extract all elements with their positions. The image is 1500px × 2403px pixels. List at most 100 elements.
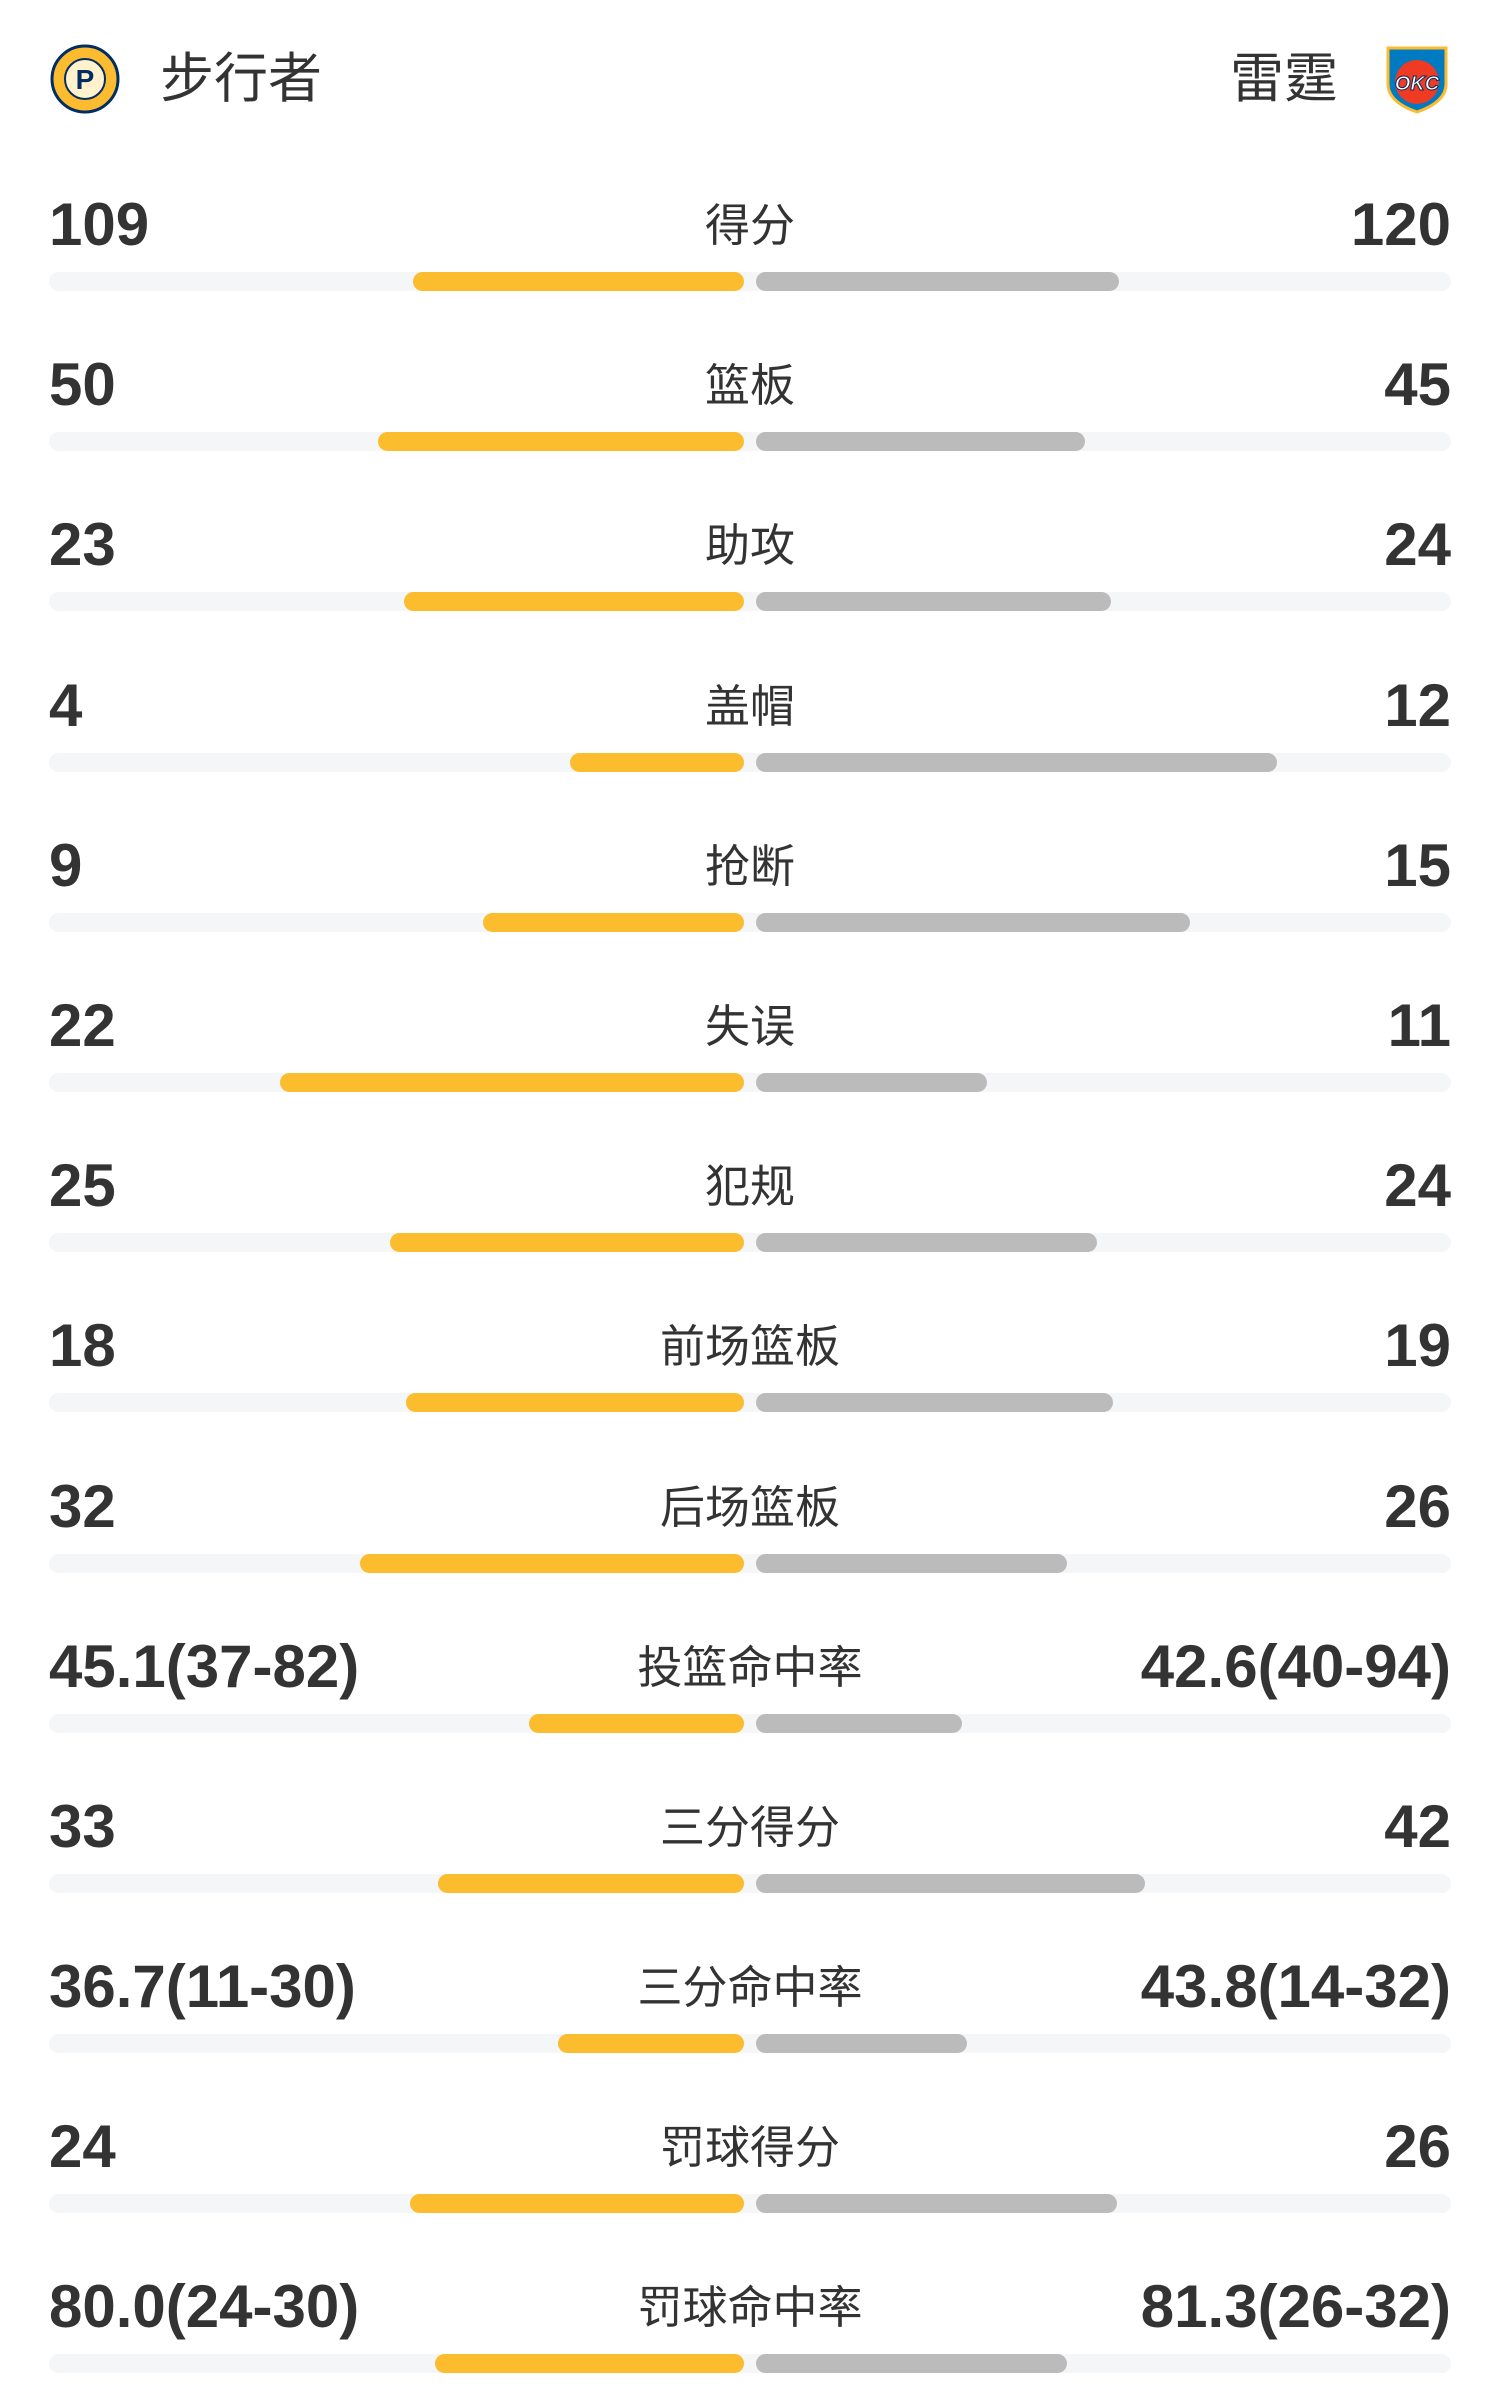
stat-bar-track: [49, 752, 1451, 772]
stat-label: 失误: [704, 999, 795, 1053]
away-stat-bar: [756, 1072, 988, 1092]
away-stat-value: 43.8(14-32): [1140, 1953, 1451, 2021]
home-stat-value: 50: [49, 351, 116, 419]
stat-bar-track: [49, 1393, 1451, 1413]
away-stat-value: 26: [1384, 2113, 1451, 2181]
home-stat-value: 24: [49, 2113, 116, 2181]
home-stat-value: 80.0(24-30): [49, 2273, 360, 2341]
home-stat-bar: [528, 1713, 744, 1733]
svg-text:OKC: OKC: [1395, 73, 1440, 95]
away-stat-bar: [756, 1393, 1114, 1413]
stat-label: 投篮命中率: [637, 1640, 863, 1694]
home-stat-value: 33: [49, 1792, 116, 1860]
home-stat-bar: [410, 2194, 744, 2214]
stat-row: 45.1(37-82) 投篮命中率 42.6(40-94): [0, 1602, 1500, 1762]
away-stat-bar: [756, 1553, 1068, 1573]
home-stat-bar: [483, 912, 744, 932]
home-stat-value: 45.1(37-82): [49, 1632, 360, 1700]
okc-thunder-logo-icon: OKC: [1386, 46, 1448, 114]
stat-label: 犯规: [704, 1160, 795, 1214]
away-stat-value: 11: [1387, 991, 1451, 1059]
stat-label: 三分命中率: [637, 1961, 863, 2015]
home-stat-value: 36.7(11-30): [49, 1953, 356, 2021]
home-stat-bar: [406, 1393, 744, 1413]
stat-row: 25 犯规 24: [0, 1121, 1500, 1281]
stat-row: 24 罚球得分 26: [0, 2082, 1500, 2242]
home-stat-bar: [558, 2034, 744, 2054]
pacers-logo-icon: P: [50, 44, 120, 114]
stat-bar-track: [49, 592, 1451, 612]
home-stat-bar: [438, 1873, 744, 1893]
away-stat-bar: [756, 2034, 968, 2054]
stat-row: 50 篮板 45: [0, 320, 1500, 480]
stats-list: 109 得分 120 50 篮板 45 23 助攻 24 4 盖帽 12 9 抢…: [0, 160, 1500, 2403]
away-stat-value: 15: [1384, 831, 1451, 899]
stat-label: 篮板: [704, 359, 795, 413]
home-stat-value: 23: [49, 511, 116, 579]
stat-label: 助攻: [704, 519, 795, 573]
stat-bar-track: [49, 432, 1451, 452]
home-stat-value: 25: [49, 1152, 116, 1220]
home-stat-value: 4: [49, 671, 83, 739]
home-stat-bar: [389, 1233, 744, 1253]
stat-label: 得分: [704, 199, 795, 252]
away-stat-value: 81.3(26-32): [1140, 2273, 1451, 2341]
svg-text:P: P: [76, 64, 95, 95]
stat-bar-track: [49, 272, 1451, 291]
away-stat-bar: [756, 912, 1191, 932]
stat-row: 4 盖帽 12: [0, 641, 1500, 801]
stat-bar-track: [49, 2034, 1451, 2054]
home-stat-bar: [413, 272, 744, 291]
away-stat-value: 26: [1384, 1472, 1451, 1540]
stat-row: 36.7(11-30) 三分命中率 43.8(14-32): [0, 1922, 1500, 2082]
away-stat-value: 24: [1384, 1152, 1451, 1220]
away-stat-value: 120: [1350, 191, 1451, 258]
away-stat-value: 12: [1384, 671, 1451, 739]
home-team-name: 步行者: [160, 47, 322, 110]
stat-label: 罚球得分: [659, 2121, 840, 2175]
stat-label: 罚球命中率: [637, 2281, 863, 2335]
away-stat-bar: [756, 2194, 1118, 2214]
stat-bar-track: [49, 1713, 1451, 1733]
stat-bar-track: [49, 1873, 1451, 1893]
home-stat-bar: [434, 2354, 744, 2374]
away-stat-value: 19: [1384, 1312, 1451, 1380]
stat-bar-track: [49, 1553, 1451, 1573]
home-stat-value: 18: [49, 1312, 116, 1380]
away-stat-value: 42: [1384, 1792, 1451, 1860]
stat-row: 9 抢断 15: [0, 801, 1500, 961]
stat-bar-track: [49, 2194, 1451, 2214]
away-stat-bar: [756, 2354, 1067, 2374]
away-stat-value: 45: [1384, 351, 1451, 419]
team-header: P 步行者 雷霆 OKC: [0, 0, 1500, 160]
stat-label: 前场篮板: [659, 1320, 840, 1374]
away-stat-bar: [756, 1233, 1097, 1253]
away-team-name: 雷霆: [1230, 47, 1338, 110]
home-stat-value: 9: [49, 831, 83, 899]
home-stat-bar: [378, 432, 744, 452]
home-stat-value: 22: [49, 991, 116, 1059]
away-stat-value: 24: [1384, 511, 1451, 579]
home-stat-value: 32: [49, 1472, 116, 1540]
stat-row: 18 前场篮板 19: [0, 1281, 1500, 1441]
away-stat-bar: [756, 1873, 1146, 1893]
stat-label: 盖帽: [704, 679, 795, 733]
stat-label: 三分得分: [659, 1800, 840, 1854]
home-stat-bar: [360, 1553, 744, 1573]
away-stat-bar: [756, 1713, 963, 1733]
away-stat-bar: [756, 592, 1112, 612]
home-stat-bar: [570, 752, 744, 772]
stat-row: 33 三分得分 42: [0, 1762, 1500, 1922]
away-stat-value: 42.6(40-94): [1140, 1632, 1451, 1700]
stat-bar-track: [49, 1233, 1451, 1253]
stat-label: 后场篮板: [659, 1480, 840, 1534]
stat-bar-track: [49, 2354, 1451, 2374]
stat-row: 23 助攻 24: [0, 480, 1500, 640]
home-stat-bar: [280, 1072, 744, 1092]
home-stat-value: 109: [49, 191, 150, 258]
stat-label: 抢断: [704, 839, 795, 893]
away-stat-bar: [756, 272, 1119, 291]
stat-row: 22 失误 11: [0, 961, 1500, 1121]
stat-row: 32 后场篮板 26: [0, 1442, 1500, 1602]
away-stat-bar: [756, 432, 1086, 452]
